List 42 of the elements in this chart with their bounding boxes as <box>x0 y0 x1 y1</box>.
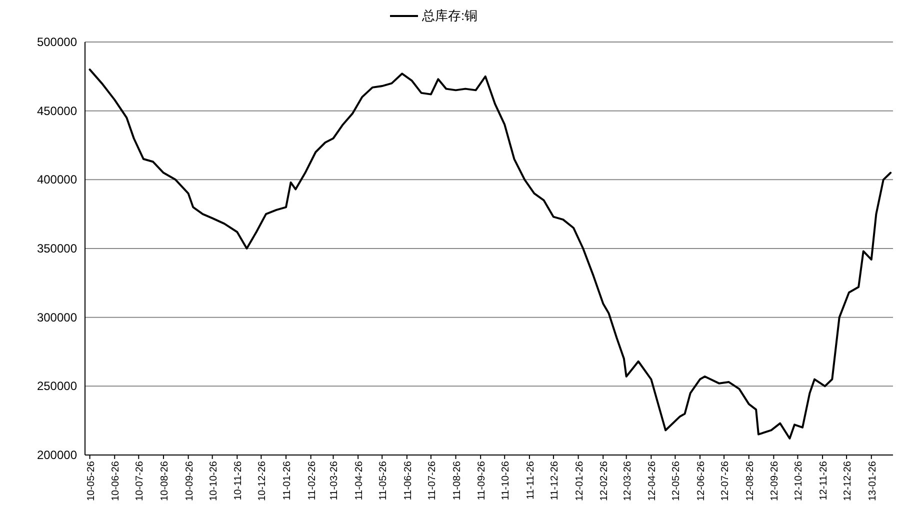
x-tick-label: 13-01-26 <box>867 460 878 502</box>
y-tick-label: 450000 <box>36 104 78 118</box>
x-tick-label: 11-09-26 <box>476 460 488 500</box>
x-tick-label: 11-06-26 <box>402 460 414 500</box>
x-tick-label: 10-11-26 <box>233 460 244 500</box>
x-tick-label: 12-09-26 <box>770 460 781 502</box>
x-tick-label: 11-02-26 <box>306 460 318 500</box>
x-tick-label: 10-07-26 <box>134 460 146 502</box>
x-tick-label: 12-05-26 <box>671 460 682 502</box>
x-tick-label: 10-10-26 <box>208 460 220 502</box>
x-tick-label: 12-08-26 <box>744 460 756 502</box>
x-tick-label: 10-12-26 <box>257 460 268 502</box>
x-tick-label: 10-09-26 <box>184 460 196 502</box>
x-tick-label: 12-04-26 <box>647 460 658 502</box>
y-tick-label: 400000 <box>36 172 78 187</box>
x-tick-label: 12-06-26 <box>696 460 708 502</box>
x-tick-label: 11-07-26 <box>426 460 438 500</box>
x-tick-label: 11-10-26 <box>500 460 512 500</box>
x-tick-label: 12-03-26 <box>622 460 634 502</box>
y-tick-label: 200000 <box>36 448 78 462</box>
x-tick-label: 11-01-26 <box>282 460 293 500</box>
x-tick-label: 11-12-26 <box>549 460 560 500</box>
x-tick-label: 12-07-26 <box>720 460 732 502</box>
x-tick-label: 10-05-26 <box>86 460 97 502</box>
y-tick-label: 300000 <box>36 310 78 324</box>
x-tick-label: 12-10-26 <box>794 460 805 502</box>
legend-label: 总库存:铜 <box>421 8 478 23</box>
x-tick-label: 11-04-26 <box>354 460 366 500</box>
line-series <box>88 68 892 440</box>
x-tick-label: 12-12-26 <box>842 460 854 502</box>
x-tick-label: 12-11-26 <box>818 460 830 500</box>
x-tick-label: 12-02-26 <box>599 460 610 502</box>
x-tick-label: 12-01-26 <box>574 460 586 502</box>
y-tick-label: 250000 <box>36 379 78 394</box>
x-tick-label: 11-03-26 <box>329 460 340 500</box>
y-tick-label: 350000 <box>36 242 78 256</box>
x-tick-label: 10-08-26 <box>159 460 170 502</box>
x-tick-label: 11-08-26 <box>452 460 463 500</box>
x-tick-label: 11-05-26 <box>378 460 390 500</box>
x-tick-label: 11-11-26 <box>525 460 536 500</box>
y-tick-label: 500000 <box>36 35 78 49</box>
x-tick-label: 10-06-26 <box>110 460 122 502</box>
